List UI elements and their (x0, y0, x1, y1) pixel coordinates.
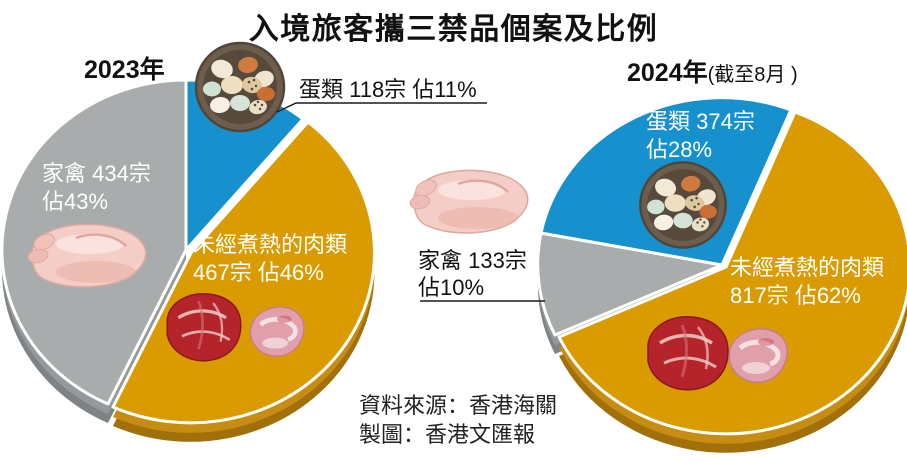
meat-slice-label-2024: 未經煮熱的肉類 817宗 佔62% (730, 254, 884, 310)
pork-meat-image-2024 (729, 329, 787, 382)
meat-2024-line1: 未經煮熱的肉類 (730, 255, 885, 280)
poultry-2023-line1: 家禽 434宗 (42, 161, 151, 186)
raw-meat-image-2024 (646, 315, 730, 392)
pork-meat-image-2023 (251, 307, 304, 356)
leader-line-eggs-2023 (276, 102, 487, 113)
egg-bowl-image-2023 (194, 41, 286, 133)
pie-2024-slice-meat (557, 110, 907, 436)
chicken-image-2024 (407, 169, 529, 235)
data-source-line: 資料來源：香港海關 (359, 393, 558, 418)
egg-bowl-image-2024 (639, 161, 727, 249)
credit-line: 製圖：香港文匯報 (359, 422, 536, 447)
chart-title: 入境旅客攜三禁品個案及比例 (248, 13, 659, 46)
meat-2023-line1: 未經煮熱的肉類 (193, 232, 348, 257)
pie-2024 (536, 96, 907, 453)
egg-2024-line1: 蛋類 374宗 (646, 109, 755, 134)
poultry-2024-line1: 家禽 133宗 (418, 248, 527, 273)
pie-2024-slice-poultry (536, 231, 724, 337)
chicken-image-2023 (25, 223, 147, 289)
year-2024-text: 2024年 (627, 59, 708, 87)
egg-2024-line2: 佔28% (646, 137, 713, 162)
year-2024-note: (截至8月 ) (707, 64, 798, 86)
poultry-2024-line2: 佔10% (418, 275, 485, 300)
raw-meat-image-2023 (165, 292, 243, 363)
source-credit: 資料來源：香港海關 製圖：香港文匯報 (359, 391, 557, 449)
year-label-2023: 2023年 (84, 56, 165, 84)
poultry-slice-label-2024: 家禽 133宗 佔10% (418, 247, 527, 301)
poultry-2023-line2: 佔43% (42, 189, 109, 214)
poultry-slice-label-2023: 家禽 434宗 佔43% (42, 160, 151, 216)
meat-2024-line2: 817宗 佔62% (730, 283, 861, 308)
meat-2023-line2: 467宗 佔46% (193, 260, 324, 285)
egg-slice-label-2023: 蛋類 118宗 佔11% (299, 77, 477, 102)
egg-slice-label-2024: 蛋類 374宗 佔28% (646, 108, 755, 164)
meat-slice-label-2023: 未經煮熱的肉類 467宗 佔46% (193, 231, 347, 287)
year-label-2024: 2024年(截至8月 ) (627, 53, 798, 89)
